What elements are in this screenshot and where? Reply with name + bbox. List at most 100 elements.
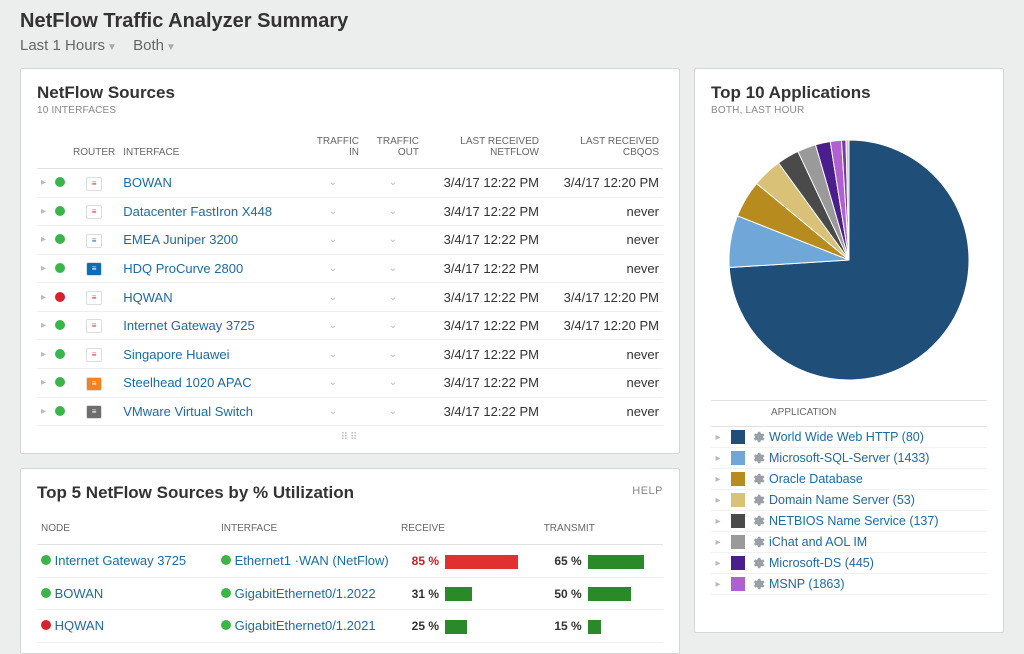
panel-subtitle: BOTH, LAST HOUR: [711, 105, 987, 116]
interface-link[interactable]: Steelhead 1020 APAC: [123, 375, 251, 390]
transmit-cell: 50 %: [540, 577, 663, 610]
status-indicator: [51, 254, 69, 283]
last-netflow-value: 3/4/17 12:22 PM: [423, 226, 543, 255]
resize-handle-icon[interactable]: ⠿⠿: [37, 432, 663, 443]
interface-link[interactable]: VMware Virtual Switch: [123, 404, 253, 419]
sources-table: ROUTER INTERFACE TRAFFIC IN TRAFFIC OUT …: [37, 132, 663, 426]
help-link[interactable]: HELP: [632, 485, 663, 497]
application-row: ▸ Microsoft-DS (445): [711, 553, 987, 574]
expand-toggle[interactable]: ▸: [711, 537, 725, 548]
table-row: HQWAN GigabitEthernet0/1.202125 %15 %: [37, 610, 663, 643]
traffic-in-expand[interactable]: ⌄: [303, 368, 363, 397]
expand-toggle[interactable]: ▸: [37, 368, 51, 397]
transmit-bar: [588, 587, 631, 601]
expand-toggle[interactable]: ▸: [37, 226, 51, 255]
traffic-out-expand[interactable]: ⌄: [363, 197, 423, 226]
traffic-out-expand[interactable]: ⌄: [363, 340, 423, 369]
interface-link[interactable]: Datacenter FastIron X448: [123, 204, 272, 219]
expand-toggle[interactable]: ▸: [711, 558, 725, 569]
expand-toggle[interactable]: ▸: [37, 311, 51, 340]
application-link[interactable]: Microsoft-SQL-Server (1433): [769, 451, 929, 465]
expand-toggle[interactable]: ▸: [37, 254, 51, 283]
node-link[interactable]: Internet Gateway 3725: [55, 553, 187, 568]
status-indicator: [41, 588, 51, 598]
status-indicator: [41, 620, 51, 630]
status-indicator: [51, 226, 69, 255]
table-row: BOWAN GigabitEthernet0/1.2022 31 %50 %: [37, 577, 663, 610]
last-cbqos-value: 3/4/17 12:20 PM: [543, 169, 663, 198]
vendor-icon: ≡: [69, 169, 119, 198]
panel-title: Top 10 Applications: [711, 83, 987, 103]
interface-link[interactable]: BOWAN: [123, 175, 172, 190]
application-row: ▸ Oracle Database: [711, 469, 987, 490]
expand-toggle[interactable]: ▸: [37, 169, 51, 198]
traffic-out-expand[interactable]: ⌄: [363, 254, 423, 283]
interface-link[interactable]: HQWAN: [123, 290, 172, 305]
interface-link[interactable]: Internet Gateway 3725: [123, 318, 255, 333]
node-link[interactable]: HQWAN: [55, 618, 104, 633]
status-indicator: [51, 169, 69, 198]
application-link[interactable]: NETBIOS Name Service (137): [769, 514, 939, 528]
expand-toggle[interactable]: ▸: [711, 453, 725, 464]
traffic-out-expand[interactable]: ⌄: [363, 311, 423, 340]
interface-link[interactable]: Singapore Huawei: [123, 347, 229, 362]
application-link[interactable]: Microsoft-DS (445): [769, 556, 874, 570]
filter-time[interactable]: Last 1 Hours▼: [20, 37, 117, 54]
application-link[interactable]: Domain Name Server (53): [769, 493, 915, 507]
traffic-in-expand[interactable]: ⌄: [303, 226, 363, 255]
traffic-out-expand[interactable]: ⌄: [363, 397, 423, 426]
netflow-sources-panel: NetFlow Sources 10 INTERFACES ROUTER INT…: [20, 68, 680, 454]
interface-link[interactable]: GigabitEthernet0/1.2021: [235, 618, 376, 633]
traffic-in-expand[interactable]: ⌄: [303, 311, 363, 340]
traffic-in-expand[interactable]: ⌄: [303, 340, 363, 369]
traffic-in-expand[interactable]: ⌄: [303, 169, 363, 198]
traffic-out-expand[interactable]: ⌄: [363, 169, 423, 198]
node-cell: HQWAN: [37, 610, 217, 643]
table-row: ▸≡HDQ ProCurve 2800⌄⌄3/4/17 12:22 PMneve…: [37, 254, 663, 283]
application-row: ▸ Domain Name Server (53): [711, 490, 987, 511]
expand-toggle[interactable]: ▸: [37, 397, 51, 426]
last-cbqos-value: never: [543, 197, 663, 226]
interface-cell: GigabitEthernet0/1.2022: [217, 577, 397, 610]
interface-link[interactable]: Ethernet1 ·WAN (NetFlow): [235, 553, 389, 568]
application-link[interactable]: World Wide Web HTTP (80): [769, 430, 924, 444]
interface-link[interactable]: EMEA Juniper 3200: [123, 232, 238, 247]
last-cbqos-value: never: [543, 397, 663, 426]
expand-toggle[interactable]: ▸: [711, 516, 725, 527]
filter-direction[interactable]: Both▼: [133, 37, 176, 54]
color-swatch: [731, 451, 745, 465]
transmit-cell: 15 %: [540, 610, 663, 643]
table-row: ▸≡HQWAN⌄⌄3/4/17 12:22 PM3/4/17 12:20 PM: [37, 283, 663, 312]
traffic-in-expand[interactable]: ⌄: [303, 197, 363, 226]
node-link[interactable]: BOWAN: [55, 586, 104, 601]
interface-link[interactable]: HDQ ProCurve 2800: [123, 261, 243, 276]
status-indicator: [51, 283, 69, 312]
table-row: ▸≡Internet Gateway 3725⌄⌄3/4/17 12:22 PM…: [37, 311, 663, 340]
filter-bar: Last 1 Hours▼ Both▼: [20, 37, 1004, 54]
gear-icon: [751, 577, 765, 591]
expand-toggle[interactable]: ▸: [711, 579, 725, 590]
expand-toggle[interactable]: ▸: [37, 197, 51, 226]
expand-toggle[interactable]: ▸: [711, 495, 725, 506]
application-link[interactable]: MSNP (1863): [769, 577, 845, 591]
vendor-icon: ≡: [69, 283, 119, 312]
application-link[interactable]: iChat and AOL IM: [769, 535, 867, 549]
application-link[interactable]: Oracle Database: [769, 472, 863, 486]
application-row: ▸ Microsoft-SQL-Server (1433): [711, 448, 987, 469]
traffic-in-expand[interactable]: ⌄: [303, 397, 363, 426]
status-indicator: [221, 620, 231, 630]
traffic-out-expand[interactable]: ⌄: [363, 226, 423, 255]
last-cbqos-value: never: [543, 340, 663, 369]
expand-toggle[interactable]: ▸: [711, 474, 725, 485]
gear-icon: [751, 556, 765, 570]
expand-toggle[interactable]: ▸: [37, 283, 51, 312]
expand-toggle[interactable]: ▸: [37, 340, 51, 369]
traffic-out-expand[interactable]: ⌄: [363, 368, 423, 397]
interface-link[interactable]: GigabitEthernet0/1.2022: [235, 586, 376, 601]
traffic-in-expand[interactable]: ⌄: [303, 283, 363, 312]
receive-cell: 31 %: [397, 577, 540, 610]
interface-cell: GigabitEthernet0/1.2021: [217, 610, 397, 643]
expand-toggle[interactable]: ▸: [711, 432, 725, 443]
traffic-in-expand[interactable]: ⌄: [303, 254, 363, 283]
traffic-out-expand[interactable]: ⌄: [363, 283, 423, 312]
